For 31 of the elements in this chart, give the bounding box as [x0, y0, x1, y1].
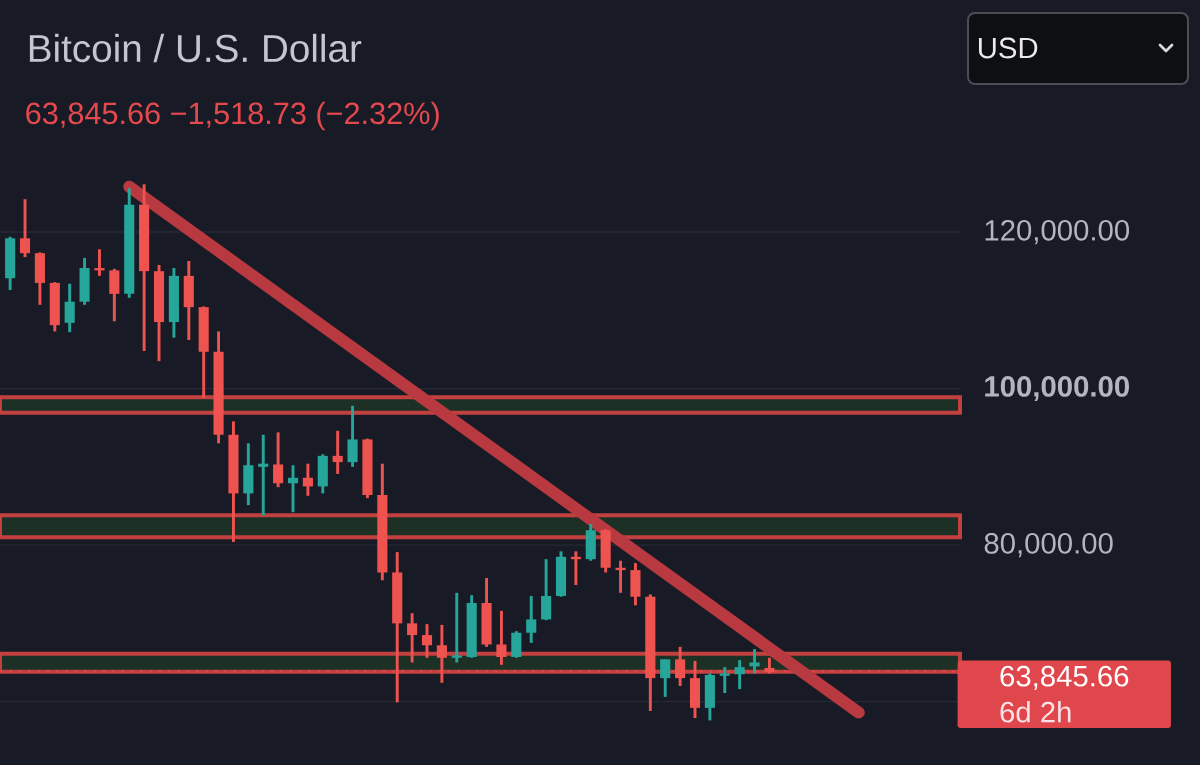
candlestick — [258, 433, 269, 517]
candlestick — [19, 197, 31, 259]
candlestick — [109, 267, 120, 323]
candlestick — [615, 559, 626, 595]
ref-line-label: 63,845.66 — [1000, 665, 1129, 691]
text: 6d 2h — [1000, 701, 1071, 723]
candlestick — [407, 611, 418, 664]
candlestick — [660, 657, 671, 699]
candlestick — [451, 591, 462, 664]
candlestick — [436, 623, 447, 685]
candlestick — [541, 557, 552, 622]
candlestick — [64, 282, 75, 334]
y-tick-label: 100,000.00 — [985, 376, 1129, 402]
text: 63,845.66 −1,518.73 (−2.32%) — [26, 101, 439, 131]
y-tick-label: 80,000.00 — [984, 532, 1113, 558]
candlestick — [302, 462, 313, 498]
candlestick — [675, 645, 686, 688]
candlestick — [273, 430, 284, 489]
candlestick — [94, 247, 105, 278]
candlestick — [719, 665, 730, 695]
candlestick — [332, 429, 343, 476]
candlestick — [526, 594, 537, 645]
text: Bitcoin / U.S. Dollar — [29, 33, 362, 63]
candlestick — [496, 609, 507, 667]
candlestick — [287, 463, 299, 514]
candlestick — [749, 647, 760, 675]
candlestick — [734, 658, 745, 691]
y-tick-label: 120,000.00 — [985, 219, 1130, 245]
candlestick — [421, 622, 433, 660]
text: USD — [978, 37, 1038, 59]
candlestick — [347, 404, 358, 469]
